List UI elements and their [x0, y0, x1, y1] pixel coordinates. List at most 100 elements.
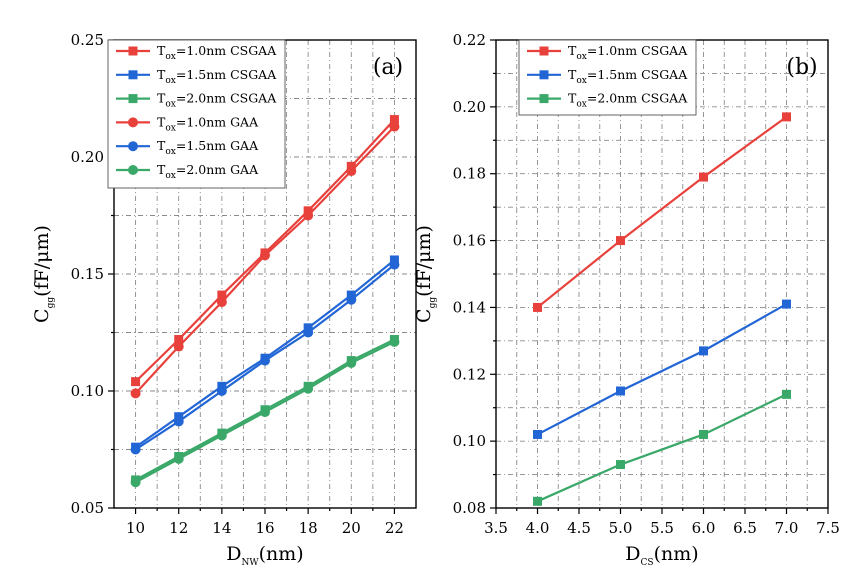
data-point: [260, 355, 270, 366]
x-tick-label: 4.5: [567, 519, 591, 537]
data-point: [389, 259, 400, 270]
y-tick-label: 0.20: [453, 98, 486, 116]
legend: Tox=1.0nm CSGAA Tox=1.5nm CSGAA Tox=2.0nm …: [518, 39, 697, 116]
y-tick-label: 0.05: [71, 499, 104, 517]
data-point: [173, 416, 184, 427]
data-point: [346, 166, 357, 177]
panel-tag: (b): [786, 55, 817, 80]
x-tick-label: 10: [126, 519, 145, 537]
y-tick-label: 0.15: [71, 265, 104, 283]
legend-label: Tox=2.0nm CSGAA: [157, 91, 277, 110]
data-point: [389, 336, 400, 347]
panel-tag: (a): [373, 55, 403, 80]
x-tick-label: 20: [342, 519, 361, 537]
series-6: [130, 336, 400, 488]
legend-marker: [128, 165, 138, 175]
legend-label: Tox=1.5nm CSGAA: [157, 67, 277, 86]
y-tick-label: 0.20: [71, 148, 104, 166]
data-point: [533, 429, 542, 439]
legend-label: Tox=1.0nm CSGAA: [157, 43, 277, 62]
data-point: [782, 112, 791, 122]
data-point: [217, 290, 227, 300]
x-tick-label: 16: [255, 519, 274, 537]
data-point: [303, 383, 314, 394]
y-tick-label: 0.22: [453, 31, 486, 49]
legend-frame: [107, 39, 286, 189]
y-tick-label: 0.25: [71, 31, 104, 49]
legend-label: Tox=2.0nm CSGAA: [568, 91, 688, 110]
data-point: [616, 236, 625, 246]
data-point: [346, 294, 357, 305]
data-point: [616, 460, 625, 470]
y-tick-label: 0.12: [453, 365, 486, 383]
x-tick-label: 14: [212, 519, 231, 537]
data-point: [303, 210, 314, 221]
x-tick-label: 7.5: [816, 519, 840, 537]
x-axis-label: DCS(nm): [625, 543, 698, 568]
series-1: [533, 112, 791, 312]
x-tick-label: 7.0: [775, 519, 799, 537]
legend-marker: [539, 70, 549, 80]
data-point: [389, 121, 400, 132]
series-3: [533, 389, 791, 506]
data-point: [699, 429, 708, 439]
x-tick-label: 3.5: [484, 519, 508, 537]
data-point: [533, 302, 542, 312]
series-line: [537, 393, 787, 503]
x-tick-label: 6.5: [733, 519, 757, 537]
series-5: [130, 259, 400, 455]
series-line: [536, 115, 788, 309]
legend-marker: [128, 70, 138, 80]
series-4: [130, 121, 400, 399]
y-axis-label: Cgg(fF/μm): [31, 225, 56, 323]
x-axis-label: DNW(nm): [226, 543, 303, 568]
legend-marker: [539, 94, 549, 104]
legend-marker: [539, 46, 549, 56]
legend-marker: [128, 141, 138, 152]
data-point: [303, 327, 314, 338]
y-tick-label: 0.08: [453, 499, 486, 517]
x-tick-label: 5.5: [650, 519, 674, 537]
data-point: [533, 496, 542, 506]
legend-label: Tox=1.0nm CSGAA: [568, 43, 688, 62]
y-axis-label: Cgg(fF/μm): [413, 225, 438, 323]
legend-label: Tox=2.0nm GAA: [157, 162, 259, 181]
data-point: [216, 386, 227, 396]
x-tick-label: 4.0: [526, 519, 550, 537]
x-tick-label: 22: [385, 519, 404, 537]
y-tick-label: 0.18: [453, 165, 486, 183]
data-point: [260, 250, 270, 261]
data-point: [346, 357, 357, 368]
panel-a-chart: 10 12 14 16 18 20 22 0.05 0.10 0.15 0.20 0.25 DNW(nm…: [31, 31, 417, 568]
legend: Tox=1.0nm CSGAA Tox=1.5nm CSGAA Tox=2.0nm …: [107, 39, 286, 189]
data-point: [130, 388, 141, 399]
series-2: [533, 299, 791, 439]
data-point: [131, 377, 141, 387]
legend-label: Tox=1.5nm CSGAA: [568, 67, 688, 86]
data-point: [782, 389, 791, 399]
data-point: [173, 341, 184, 352]
data-point: [216, 430, 227, 441]
data-point: [699, 346, 708, 356]
x-tick-label: 12: [169, 519, 188, 537]
series-line: [536, 303, 788, 436]
data-point: [616, 386, 625, 396]
legend-marker: [128, 117, 138, 128]
data-point: [130, 477, 141, 488]
data-point: [782, 299, 791, 309]
legend-marker: [128, 46, 138, 56]
y-tick-label: 0.14: [453, 298, 486, 316]
y-tick-label: 0.16: [453, 232, 486, 250]
data-point: [216, 297, 227, 308]
legend-label: Tox=1.0nm GAA: [157, 114, 259, 133]
x-tick-label: 5.0: [609, 519, 633, 537]
legend-marker: [128, 94, 138, 104]
x-tick-label: 6.0: [692, 519, 716, 537]
y-tick-label: 0.10: [71, 382, 104, 400]
panel-b-chart: 3.5 4.0 4.5 5.0 5.5 6.0 6.5 7.0 7.5 0.08 0.10 0.12 0…: [413, 31, 840, 568]
x-tick-label: 18: [299, 519, 318, 537]
data-point: [260, 407, 270, 418]
data-point: [173, 453, 184, 464]
data-point: [389, 115, 399, 125]
